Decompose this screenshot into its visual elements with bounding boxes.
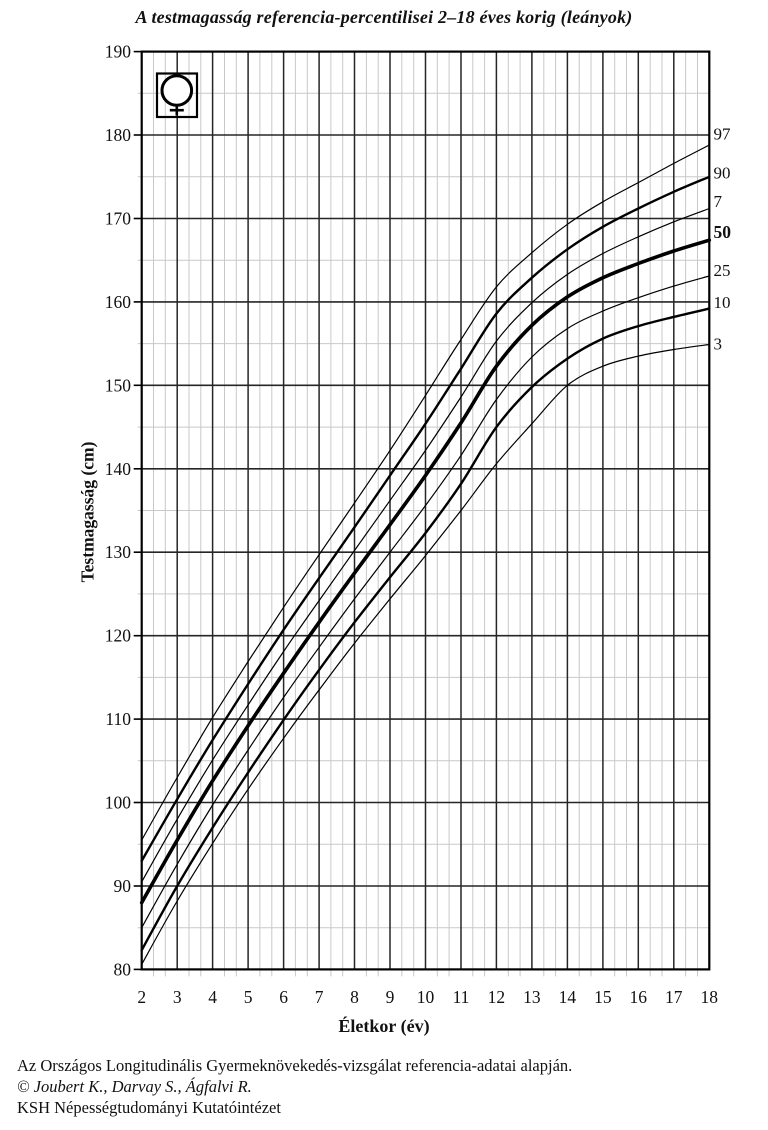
footer-authors-line: © Joubert K., Darvay S., Ágfalvi R. bbox=[17, 1077, 252, 1096]
y-tick-label: 110 bbox=[105, 709, 131, 729]
x-tick-label: 15 bbox=[594, 987, 612, 1007]
percentile-curve-3 bbox=[141, 343, 710, 965]
y-tick-label: 140 bbox=[105, 459, 132, 479]
percentile-label-10: 10 bbox=[714, 293, 731, 312]
x-tick-label: 5 bbox=[244, 987, 253, 1007]
y-tick-label: 80 bbox=[114, 959, 132, 979]
y-tick-label: 150 bbox=[105, 375, 132, 395]
footer-institute-line: KSH Népességtudományi Kutatóintézet bbox=[17, 1098, 281, 1117]
x-axis-label: Életkor (év) bbox=[338, 1016, 430, 1036]
x-tick-label: 4 bbox=[208, 987, 217, 1007]
x-tick-label: 3 bbox=[173, 987, 182, 1007]
x-tick-label: 9 bbox=[386, 987, 395, 1007]
footer-source-line: Az Országos Longitudinális Gyermeknöveke… bbox=[17, 1056, 573, 1075]
female-icon bbox=[160, 74, 194, 107]
growth-chart-canvas: 9790750251038090100110120130140150160170… bbox=[105, 42, 732, 1007]
x-tick-label: 16 bbox=[630, 987, 648, 1007]
y-tick-label: 100 bbox=[105, 793, 132, 813]
x-tick-label: 12 bbox=[488, 987, 506, 1007]
x-tick-label: 6 bbox=[279, 987, 288, 1007]
percentile-curve-75 bbox=[141, 207, 710, 883]
x-tick-label: 14 bbox=[559, 987, 577, 1007]
x-tick-label: 10 bbox=[417, 987, 435, 1007]
percentile-label-90: 90 bbox=[714, 164, 731, 183]
percentile-label-75: 7 bbox=[714, 192, 723, 211]
sex-symbol-box bbox=[155, 72, 199, 119]
percentile-label-25: 25 bbox=[714, 261, 731, 280]
chart-title: A testmagasság referencia-percentilisei … bbox=[135, 7, 633, 27]
y-tick-label: 90 bbox=[114, 876, 132, 896]
x-tick-label: 18 bbox=[701, 987, 719, 1007]
percentile-label-50: 50 bbox=[714, 222, 732, 242]
percentile-curve-90 bbox=[140, 175, 711, 863]
x-tick-label: 2 bbox=[137, 987, 146, 1007]
percentile-curve-50 bbox=[139, 238, 712, 905]
x-tick-label: 8 bbox=[350, 987, 359, 1007]
y-tick-label: 160 bbox=[105, 292, 132, 312]
x-tick-label: 11 bbox=[453, 987, 470, 1007]
percentile-curve-25 bbox=[141, 275, 710, 929]
plot-border bbox=[140, 50, 711, 971]
percentile-curve-97 bbox=[141, 144, 710, 841]
x-tick-label: 7 bbox=[315, 987, 324, 1007]
percentile-label-3: 3 bbox=[714, 335, 723, 354]
y-tick-label: 190 bbox=[105, 42, 132, 62]
x-tick-label: 17 bbox=[665, 987, 683, 1007]
y-tick-label: 180 bbox=[105, 125, 132, 145]
y-tick-label: 120 bbox=[105, 626, 132, 646]
percentile-curve-10 bbox=[140, 307, 711, 952]
y-tick-label: 130 bbox=[105, 542, 132, 562]
percentile-label-97: 97 bbox=[714, 124, 732, 143]
x-tick-label: 13 bbox=[523, 987, 541, 1007]
y-tick-label: 170 bbox=[105, 209, 132, 229]
